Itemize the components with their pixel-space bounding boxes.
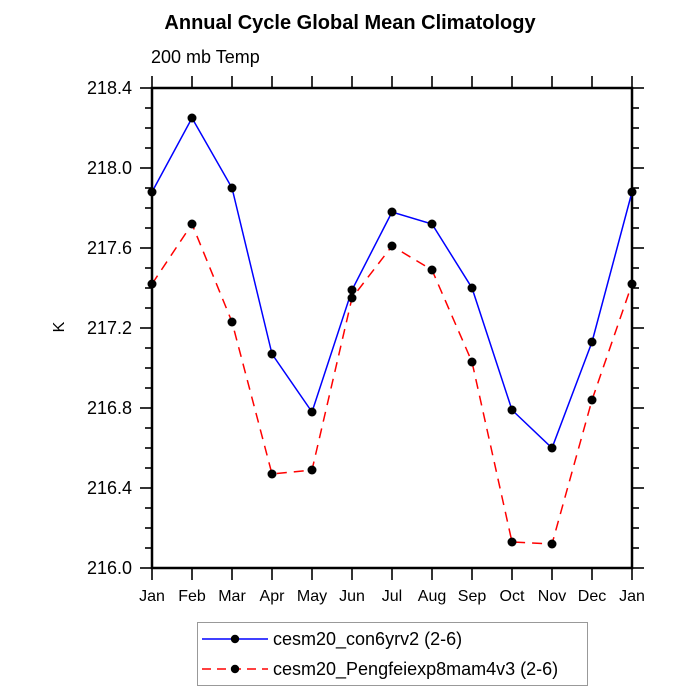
x-tick-label: Aug — [418, 588, 446, 605]
data-point-marker — [227, 183, 237, 193]
data-point-marker — [507, 405, 517, 415]
data-point-marker — [627, 279, 637, 289]
x-tick-label: Apr — [260, 588, 286, 605]
chart-subtitle: 200 mb Temp — [151, 47, 260, 67]
y-tick-label: 216.8 — [87, 398, 132, 418]
x-tick-label: Jan — [619, 588, 645, 605]
data-point-marker — [227, 317, 237, 327]
x-tick-label: Nov — [538, 588, 566, 605]
x-tick-label: Sep — [458, 588, 487, 605]
data-point-marker — [267, 469, 277, 479]
data-point-marker — [547, 443, 557, 453]
x-tick-label: Mar — [218, 588, 246, 605]
x-tick-label: May — [297, 588, 327, 605]
y-tick-label: 216.4 — [87, 478, 132, 498]
data-point-marker — [587, 337, 597, 347]
data-point-marker — [147, 187, 157, 197]
data-point-marker — [387, 207, 397, 217]
series-line-1 — [151, 222, 633, 545]
y-tick-label: 218.0 — [87, 158, 132, 178]
data-point-marker — [347, 285, 357, 295]
data-point-marker — [307, 407, 317, 417]
data-point-marker — [627, 187, 637, 197]
axes-frame — [150, 86, 634, 570]
legend-item-con6yrv2: cesm20_con6yrv2 (2-6) — [202, 626, 587, 652]
y-tick-label: 217.6 — [87, 238, 132, 258]
data-point-marker — [267, 349, 277, 359]
x-tick-label: Dec — [578, 588, 606, 605]
legend-dashed-line-icon — [202, 664, 268, 674]
data-point-marker — [467, 357, 477, 367]
data-point-marker — [347, 293, 357, 303]
y-tick-label: 218.4 — [87, 78, 132, 98]
legend-label: cesm20_Pengfeiexp8mam4v3 (2-6) — [273, 658, 559, 679]
data-point-marker — [387, 241, 397, 251]
data-point-marker — [187, 219, 197, 229]
data-point-marker — [147, 279, 157, 289]
chart-title: Annual Cycle Global Mean Climatology — [164, 12, 536, 34]
x-tick-label: Feb — [178, 588, 206, 605]
data-point-marker — [507, 537, 517, 547]
legend-solid-line-icon — [202, 634, 268, 644]
x-tick-label: Oct — [500, 588, 525, 605]
data-point-marker — [307, 465, 317, 475]
legend: cesm20_con6yrv2 (2-6) cesm20_Pengfeiexp8… — [197, 622, 588, 686]
y-tick-label: 216.0 — [87, 558, 132, 578]
data-point-marker — [187, 113, 197, 123]
x-tick-label: Jan — [139, 588, 165, 605]
series-line-0 — [151, 116, 633, 450]
legend-label: cesm20_con6yrv2 (2-6) — [273, 628, 463, 649]
data-point-marker — [427, 265, 437, 275]
x-tick-label: Jul — [382, 588, 402, 605]
data-point-marker — [587, 395, 597, 405]
legend-item-pengfeiexp8mam4v3: cesm20_Pengfeiexp8mam4v3 (2-6) — [202, 656, 587, 682]
data-point-marker — [467, 283, 477, 293]
data-point-marker — [547, 539, 557, 549]
x-tick-label: Jun — [339, 588, 365, 605]
data-point-marker — [427, 219, 437, 229]
y-tick-label: 217.2 — [87, 318, 132, 338]
